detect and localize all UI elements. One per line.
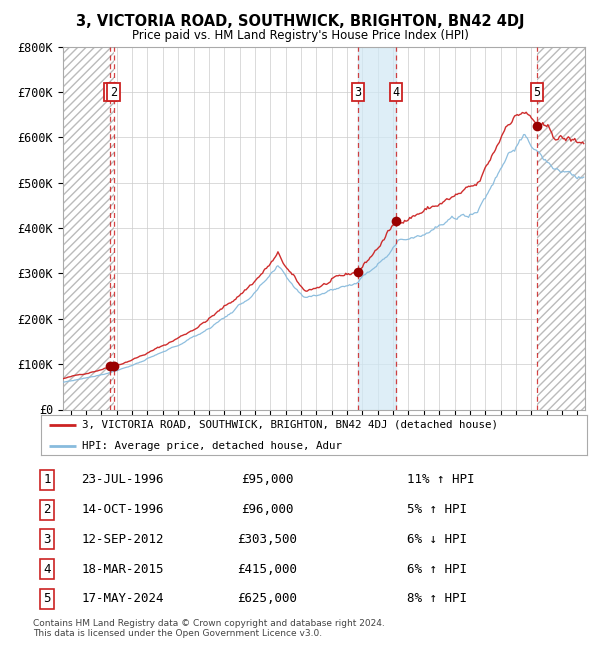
Bar — [537, 47, 585, 410]
Text: 4: 4 — [43, 563, 50, 576]
Text: £95,000: £95,000 — [241, 473, 293, 486]
Text: 18-MAR-2015: 18-MAR-2015 — [81, 563, 164, 576]
Text: £303,500: £303,500 — [238, 533, 298, 546]
Bar — [63, 47, 113, 410]
Text: 6% ↑ HPI: 6% ↑ HPI — [407, 563, 467, 576]
Text: HPI: Average price, detached house, Adur: HPI: Average price, detached house, Adur — [82, 441, 342, 451]
Text: 3: 3 — [43, 533, 50, 546]
Text: 23-JUL-1996: 23-JUL-1996 — [81, 473, 164, 486]
Text: 5: 5 — [43, 593, 50, 606]
Text: 2: 2 — [110, 86, 117, 99]
Text: £625,000: £625,000 — [238, 593, 298, 606]
Text: 8% ↑ HPI: 8% ↑ HPI — [407, 593, 467, 606]
Text: 2: 2 — [43, 503, 50, 516]
Text: £96,000: £96,000 — [241, 503, 293, 516]
Text: Price paid vs. HM Land Registry's House Price Index (HPI): Price paid vs. HM Land Registry's House … — [131, 29, 469, 42]
Text: 11% ↑ HPI: 11% ↑ HPI — [407, 473, 475, 486]
Text: 12-SEP-2012: 12-SEP-2012 — [81, 533, 164, 546]
Bar — [358, 47, 397, 410]
Text: 3, VICTORIA ROAD, SOUTHWICK, BRIGHTON, BN42 4DJ (detached house): 3, VICTORIA ROAD, SOUTHWICK, BRIGHTON, B… — [82, 420, 498, 430]
Text: £415,000: £415,000 — [238, 563, 298, 576]
Text: 3: 3 — [354, 86, 361, 99]
Text: 14-OCT-1996: 14-OCT-1996 — [81, 503, 164, 516]
Text: 6% ↓ HPI: 6% ↓ HPI — [407, 533, 467, 546]
Text: 4: 4 — [393, 86, 400, 99]
Text: 1: 1 — [43, 473, 50, 486]
Text: 17-MAY-2024: 17-MAY-2024 — [81, 593, 164, 606]
Text: 5% ↑ HPI: 5% ↑ HPI — [407, 503, 467, 516]
Text: 5: 5 — [533, 86, 541, 99]
Text: 1: 1 — [106, 86, 113, 99]
Text: 3, VICTORIA ROAD, SOUTHWICK, BRIGHTON, BN42 4DJ: 3, VICTORIA ROAD, SOUTHWICK, BRIGHTON, B… — [76, 14, 524, 29]
Text: Contains HM Land Registry data © Crown copyright and database right 2024.
This d: Contains HM Land Registry data © Crown c… — [33, 619, 385, 638]
